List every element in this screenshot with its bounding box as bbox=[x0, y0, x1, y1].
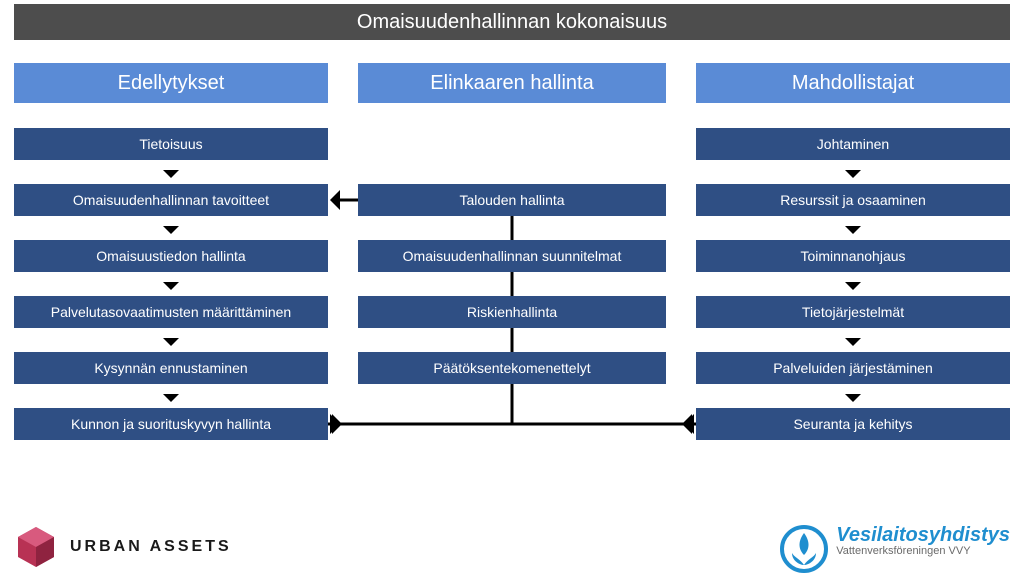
box-right-5: Seuranta ja kehitys bbox=[696, 408, 1010, 440]
box-left-0: Tietoisuus bbox=[14, 128, 328, 160]
box-right-1: Resurssit ja osaaminen bbox=[696, 184, 1010, 216]
box-right-2: Toiminnanohjaus bbox=[696, 240, 1010, 272]
diagram-canvas: URBAN ASSETS Vesilaitosyhdistys Vattenve… bbox=[0, 0, 1024, 579]
box-right-0: Johtaminen bbox=[696, 128, 1010, 160]
vesilaitosyhdistys-icon bbox=[780, 525, 828, 573]
title-bar: Omaisuudenhallinnan kokonaisuus bbox=[14, 4, 1010, 40]
box-left-2: Omaisuustiedon hallinta bbox=[14, 240, 328, 272]
box-left-3: Palvelutasovaatimusten määrittäminen bbox=[14, 296, 328, 328]
box-center-1: Omaisuudenhallinnan suunnitelmat bbox=[358, 240, 666, 272]
logo-vesilaitosyhdistys-text: Vesilaitosyhdistys bbox=[836, 525, 1010, 546]
header-left: Edellytykset bbox=[14, 63, 328, 103]
header-center: Elinkaaren hallinta bbox=[358, 63, 666, 103]
logo-urban-assets-text: URBAN ASSETS bbox=[70, 538, 232, 556]
logo-vesilaitosyhdistys: Vesilaitosyhdistys Vattenverksföreningen… bbox=[780, 525, 1010, 573]
box-left-4: Kysynnän ennustaminen bbox=[14, 352, 328, 384]
logo-vesilaitosyhdistys-sub: Vattenverksföreningen VVY bbox=[836, 546, 1010, 558]
box-right-4: Palveluiden järjestäminen bbox=[696, 352, 1010, 384]
box-left-5: Kunnon ja suorituskyvyn hallinta bbox=[14, 408, 328, 440]
logo-urban-assets: URBAN ASSETS bbox=[14, 525, 232, 569]
urban-assets-icon bbox=[14, 525, 58, 569]
box-left-1: Omaisuudenhallinnan tavoitteet bbox=[14, 184, 328, 216]
box-center-0: Talouden hallinta bbox=[358, 184, 666, 216]
box-center-2: Riskienhallinta bbox=[358, 296, 666, 328]
box-right-3: Tietojärjestelmät bbox=[696, 296, 1010, 328]
box-center-3: Päätöksentekomenettelyt bbox=[358, 352, 666, 384]
header-right: Mahdollistajat bbox=[696, 63, 1010, 103]
